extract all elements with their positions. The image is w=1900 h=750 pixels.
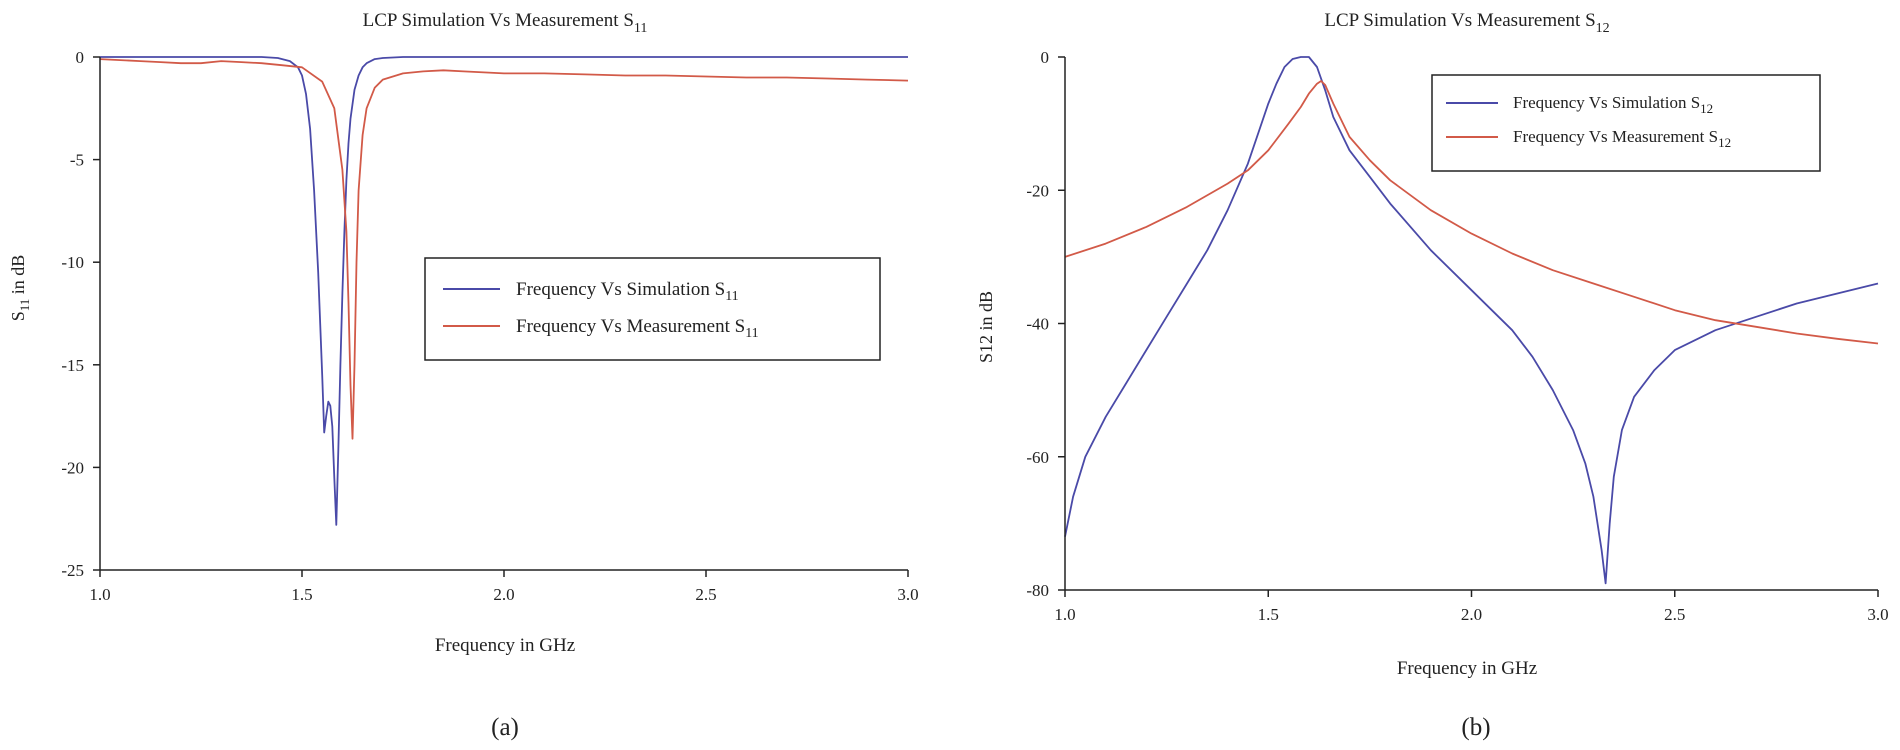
chart-panel-a: LCP Simulation Vs Measurement S11 S11 in…	[8, 10, 919, 741]
y-tick-label: -60	[1026, 448, 1049, 467]
legend-label-measurement: Frequency Vs Measurement S11	[516, 316, 759, 341]
y-tick-label: 0	[76, 48, 85, 67]
x-tick-label: 2.0	[1461, 605, 1482, 624]
y-ticks: 0 -5 -10 -15 -20 -25	[61, 48, 100, 580]
legend: Frequency Vs Simulation S11 Frequency Vs…	[424, 257, 881, 361]
x-ticks: 1.0 1.5 2.0 2.5 3.0	[89, 570, 919, 604]
legend-label-measurement: Frequency Vs Measurement S12	[1513, 127, 1731, 150]
series-line-simulation	[100, 56, 908, 526]
chart-panel-b: LCP Simulation Vs Measurement S12 S12 in…	[976, 10, 1889, 741]
x-tick-label: 1.5	[1258, 605, 1279, 624]
x-tick-label: 1.5	[291, 585, 312, 604]
chart-title: LCP Simulation Vs Measurement S12	[1324, 10, 1609, 36]
y-tick-label: -15	[61, 356, 84, 375]
legend-box	[424, 257, 881, 361]
x-tick-label: 1.0	[89, 585, 110, 604]
axes	[99, 57, 908, 571]
x-axis-label: Frequency in GHz	[435, 635, 575, 656]
x-ticks: 1.0 1.5 2.0 2.5 3.0	[1054, 590, 1889, 624]
axes	[1064, 57, 1878, 591]
y-ticks: 0 -20 -40 -60 -80	[1026, 48, 1065, 600]
x-tick-label: 3.0	[897, 585, 918, 604]
x-tick-label: 2.5	[1664, 605, 1685, 624]
y-axis-label: S12 in dB	[976, 291, 996, 363]
y-tick-label: -20	[1026, 181, 1049, 200]
series-line-measurement	[99, 58, 909, 440]
x-tick-label: 2.5	[695, 585, 716, 604]
y-tick-label: -40	[1026, 315, 1049, 334]
series-layer	[99, 56, 909, 526]
y-tick-label: 0	[1041, 48, 1050, 67]
y-axis-label: S11 in dB	[8, 255, 32, 322]
y-tick-label: -5	[70, 151, 84, 170]
panel-label: (b)	[1461, 714, 1490, 741]
y-tick-label: -25	[61, 561, 84, 580]
y-tick-label: -80	[1026, 581, 1049, 600]
x-tick-label: 3.0	[1867, 605, 1888, 624]
series-line-measurement	[1064, 80, 1879, 345]
legend: Frequency Vs Simulation S12 Frequency Vs…	[1431, 74, 1821, 172]
chart-title: LCP Simulation Vs Measurement S11	[363, 10, 648, 36]
x-tick-label: 2.0	[493, 585, 514, 604]
series-line-simulation	[1064, 56, 1879, 585]
y-tick-label: -20	[61, 458, 84, 477]
panel-label: (a)	[491, 714, 519, 741]
x-axis-label: Frequency in GHz	[1397, 658, 1537, 679]
legend-box	[1431, 74, 1821, 172]
series-layer	[1064, 56, 1879, 585]
legend-label-simulation: Frequency Vs Simulation S11	[516, 279, 739, 304]
legend-label-simulation: Frequency Vs Simulation S12	[1513, 93, 1713, 116]
y-tick-label: -10	[61, 253, 84, 272]
x-tick-label: 1.0	[1054, 605, 1075, 624]
